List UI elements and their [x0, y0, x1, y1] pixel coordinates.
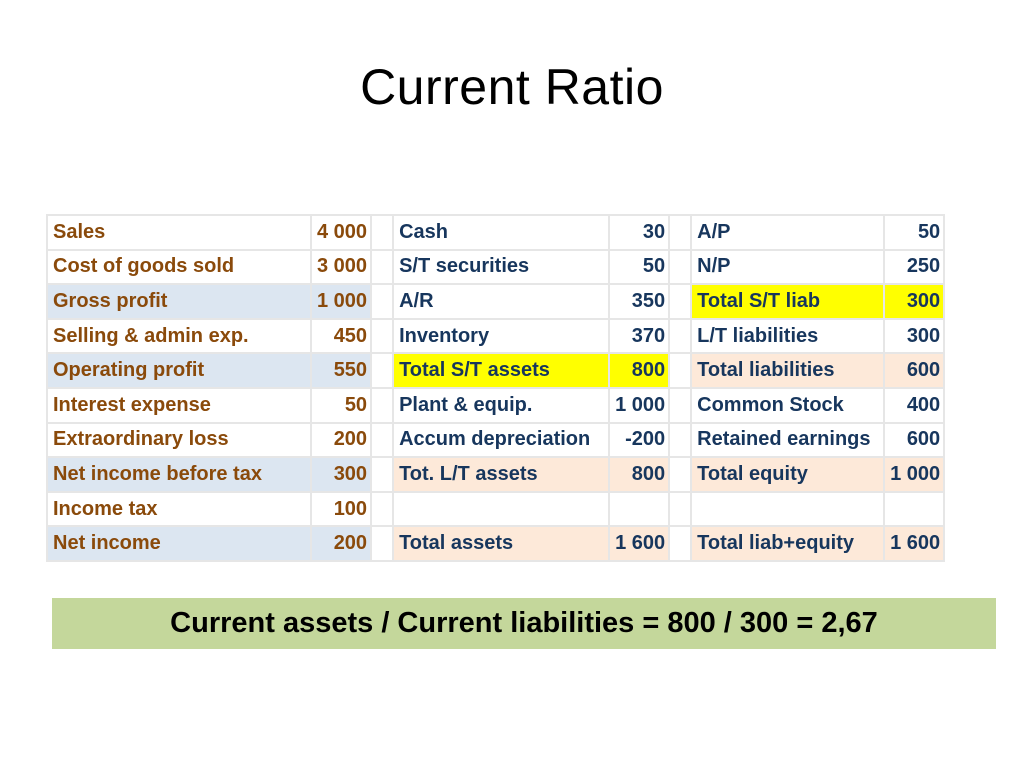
asset-label: A/R: [392, 283, 611, 320]
table-row: Selling & admin exp. 450 Inventory 370 L…: [46, 317, 946, 355]
table-row: Sales 4 000 Cash 30 A/P 50: [46, 214, 946, 251]
income-value: 200: [309, 421, 373, 459]
income-label: Selling & admin exp.: [46, 317, 312, 355]
asset-label: Accum depreciation: [392, 421, 611, 459]
spacer-cell: [668, 317, 693, 355]
liability-value: 400: [883, 386, 946, 424]
income-label: Interest expense: [46, 386, 312, 424]
income-value: 550: [309, 352, 373, 389]
income-label: Cost of goods sold: [46, 248, 312, 286]
liability-label: [690, 490, 886, 528]
asset-label: Plant & equip.: [392, 386, 611, 424]
spacer-cell: [668, 490, 693, 528]
income-label: Extraordinary loss: [46, 421, 312, 459]
income-label: Sales: [46, 214, 312, 251]
spacer-cell: [370, 214, 395, 251]
spacer-cell: [668, 386, 693, 424]
asset-label: Total S/T assets: [392, 352, 611, 389]
income-value: 4 000: [309, 214, 373, 251]
spacer-cell: [370, 248, 395, 286]
income-value: 450: [309, 317, 373, 355]
income-label: Income tax: [46, 490, 312, 528]
table-row: Operating profit 550 Total S/T assets 80…: [46, 352, 946, 389]
liability-label: Retained earnings: [690, 421, 886, 459]
income-value: 100: [309, 490, 373, 528]
spacer-cell: [668, 421, 693, 459]
liability-value: 250: [883, 248, 946, 286]
asset-label: Total assets: [392, 525, 611, 562]
spacer-cell: [370, 317, 395, 355]
spacer-cell: [370, 421, 395, 459]
table-row: Income tax 100: [46, 490, 946, 528]
spacer-cell: [668, 248, 693, 286]
liability-label: Total liabilities: [690, 352, 886, 389]
spacer-cell: [370, 490, 395, 528]
liability-value: 300: [883, 283, 946, 320]
table-row: Net income before tax 300 Tot. L/T asset…: [46, 456, 946, 493]
income-value: 300: [309, 456, 373, 493]
slide-title: Current Ratio: [360, 59, 664, 115]
spacer-cell: [668, 525, 693, 562]
asset-value: 50: [608, 248, 671, 286]
liability-label: A/P: [690, 214, 886, 251]
current-ratio-formula: Current assets / Current liabilities = 8…: [52, 598, 996, 649]
spacer-cell: [668, 214, 693, 251]
asset-value: [608, 490, 671, 528]
liability-label: N/P: [690, 248, 886, 286]
liability-label: Total S/T liab: [690, 283, 886, 320]
income-value: 50: [309, 386, 373, 424]
asset-value: 1 600: [608, 525, 671, 562]
liability-value: 50: [883, 214, 946, 251]
asset-value: 800: [608, 352, 671, 389]
spacer-cell: [370, 352, 395, 389]
asset-label: Tot. L/T assets: [392, 456, 611, 493]
income-value: 200: [309, 525, 373, 562]
spacer-cell: [370, 456, 395, 493]
table-row: Cost of goods sold 3 000 S/T securities …: [46, 248, 946, 286]
liability-label: Common Stock: [690, 386, 886, 424]
spacer-cell: [370, 386, 395, 424]
income-label: Net income: [46, 525, 312, 562]
income-label: Operating profit: [46, 352, 312, 389]
asset-label: [392, 490, 611, 528]
liability-value: 1 000: [883, 456, 946, 493]
asset-label: S/T securities: [392, 248, 611, 286]
asset-label: Cash: [392, 214, 611, 251]
asset-value: 800: [608, 456, 671, 493]
asset-value: 350: [608, 283, 671, 320]
table-row: Gross profit 1 000 A/R 350 Total S/T lia…: [46, 283, 946, 320]
spacer-cell: [370, 525, 395, 562]
table-row: Interest expense 50 Plant & equip. 1 000…: [46, 386, 946, 424]
income-label: Net income before tax: [46, 456, 312, 493]
liability-label: Total equity: [690, 456, 886, 493]
income-value: 1 000: [309, 283, 373, 320]
formula-text: Current assets / Current liabilities = 8…: [170, 607, 878, 639]
spacer-cell: [668, 283, 693, 320]
table-row: Extraordinary loss 200 Accum depreciatio…: [46, 421, 946, 459]
asset-value: 1 000: [608, 386, 671, 424]
liability-label: Total liab+equity: [690, 525, 886, 562]
liability-value: 600: [883, 421, 946, 459]
table-row: Net income 200 Total assets 1 600 Total …: [46, 525, 946, 562]
spacer-cell: [668, 352, 693, 389]
spacer-cell: [370, 283, 395, 320]
liability-value: 600: [883, 352, 946, 389]
spacer-cell: [668, 456, 693, 493]
asset-value: 370: [608, 317, 671, 355]
liability-label: L/T liabilities: [690, 317, 886, 355]
asset-value: -200: [608, 421, 671, 459]
liability-value: [883, 490, 946, 528]
asset-value: 30: [608, 214, 671, 251]
asset-label: Inventory: [392, 317, 611, 355]
income-value: 3 000: [309, 248, 373, 286]
liability-value: 300: [883, 317, 946, 355]
liability-value: 1 600: [883, 525, 946, 562]
income-label: Gross profit: [46, 283, 312, 320]
financial-statements-table: Sales 4 000 Cash 30 A/P 50 Cost of goods…: [46, 214, 946, 562]
